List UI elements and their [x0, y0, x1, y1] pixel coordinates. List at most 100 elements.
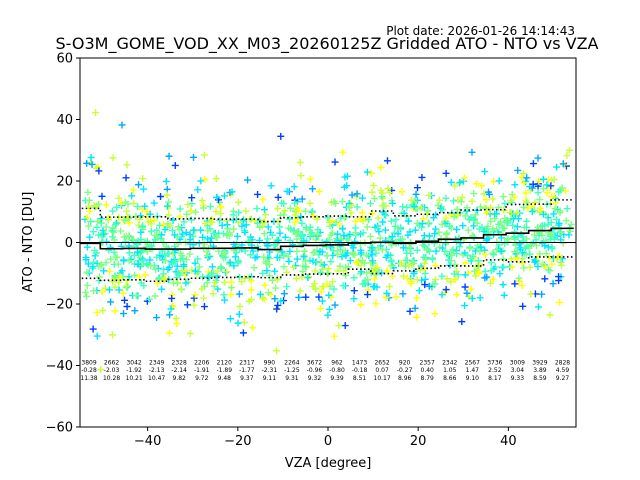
- data-point: [543, 189, 551, 197]
- bin-std: 8.51: [353, 375, 367, 382]
- data-point: [438, 272, 446, 280]
- data-point: [277, 297, 285, 305]
- data-point: [188, 200, 196, 208]
- bin-std: 8.96: [398, 375, 412, 382]
- x-tick-label: 20: [410, 434, 427, 449]
- data-point: [131, 307, 139, 315]
- data-point: [85, 196, 93, 204]
- data-point: [177, 285, 185, 293]
- data-point: [157, 193, 165, 201]
- data-point: [513, 248, 521, 256]
- bin-mean: -2.13: [149, 367, 165, 374]
- data-point: [123, 303, 131, 311]
- data-point: [515, 274, 523, 282]
- data-point: [460, 174, 468, 182]
- data-point: [382, 212, 390, 220]
- std-lower-line: [80, 256, 574, 283]
- data-point: [271, 295, 279, 303]
- data-point: [200, 204, 208, 212]
- data-point: [519, 302, 527, 310]
- data-point: [534, 263, 542, 271]
- data-point: [260, 253, 268, 261]
- bin-std: 8.17: [488, 375, 502, 382]
- data-point: [499, 255, 507, 263]
- data-point: [166, 329, 174, 337]
- data-point: [284, 252, 292, 260]
- data-point: [283, 283, 291, 291]
- data-point: [151, 236, 159, 244]
- data-point: [330, 332, 338, 340]
- data-point: [164, 265, 172, 273]
- data-point: [493, 225, 501, 233]
- data-point: [442, 169, 450, 177]
- data-point: [197, 226, 205, 234]
- data-point: [329, 278, 337, 286]
- data-point: [225, 232, 233, 240]
- data-point: [457, 198, 465, 206]
- data-point: [374, 225, 382, 233]
- bin-std: 9.32: [308, 375, 322, 382]
- data-point: [326, 222, 334, 230]
- data-point: [260, 219, 268, 227]
- data-point: [259, 269, 267, 277]
- data-point: [556, 299, 564, 307]
- data-point: [403, 203, 411, 211]
- data-point: [425, 282, 433, 290]
- data-point: [190, 301, 198, 309]
- data-point: [262, 259, 270, 267]
- bin-std: 9.82: [173, 375, 187, 382]
- bin-mean: -1.77: [239, 367, 255, 374]
- data-point: [200, 240, 208, 248]
- data-point: [239, 216, 247, 224]
- bin-std: 10.21: [126, 375, 143, 382]
- data-point: [509, 221, 517, 229]
- data-point: [286, 204, 294, 212]
- data-point: [370, 195, 378, 203]
- bin-std: 9.10: [466, 375, 480, 382]
- data-point: [298, 219, 306, 227]
- data-point: [534, 154, 542, 162]
- data-point: [423, 246, 431, 254]
- data-point: [539, 210, 547, 218]
- data-point: [165, 152, 173, 160]
- data-point: [168, 294, 176, 302]
- data-point: [450, 270, 458, 278]
- bin-count: 990: [264, 359, 276, 366]
- data-point: [203, 279, 211, 287]
- data-point: [403, 256, 411, 264]
- data-point: [455, 243, 463, 251]
- data-point: [92, 109, 100, 117]
- data-point: [81, 288, 89, 296]
- data-point: [297, 232, 305, 240]
- data-point: [302, 293, 310, 301]
- data-point: [153, 253, 161, 261]
- data-point: [346, 257, 354, 265]
- data-point: [118, 267, 126, 275]
- bin-mean: 4.59: [556, 367, 570, 374]
- data-point: [476, 248, 484, 256]
- data-point: [497, 247, 505, 255]
- bin-count: 3736: [487, 359, 502, 366]
- data-point: [227, 291, 235, 299]
- x-tick-label: 40: [500, 434, 517, 449]
- data-point: [187, 216, 195, 224]
- data-point: [83, 281, 91, 289]
- data-point: [296, 287, 304, 295]
- data-point: [309, 249, 317, 257]
- data-point: [450, 213, 458, 221]
- data-point: [120, 233, 128, 241]
- data-point: [523, 242, 531, 250]
- bin-count: 2828: [555, 359, 570, 366]
- data-point: [316, 247, 324, 255]
- data-point: [220, 248, 228, 256]
- data-point: [140, 282, 148, 290]
- data-point: [242, 221, 250, 229]
- data-point: [405, 262, 413, 270]
- data-point: [160, 276, 168, 284]
- data-point: [371, 265, 379, 273]
- data-point: [442, 194, 450, 202]
- data-point: [546, 267, 554, 275]
- bin-count: 2652: [374, 359, 389, 366]
- statistic-lines: [80, 199, 576, 283]
- data-point: [301, 263, 309, 271]
